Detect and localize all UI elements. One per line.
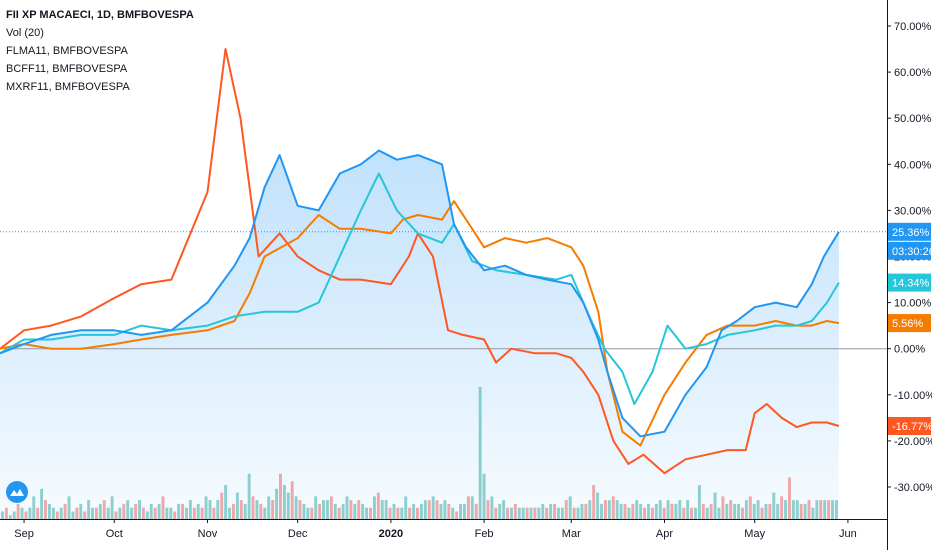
badge-s4: -16.77% (892, 421, 932, 433)
y-tick-label: 50.00% (894, 113, 932, 125)
series-lines (0, 48, 840, 475)
legend-volume[interactable]: Vol (20) (6, 27, 44, 39)
badge-s3-bg (888, 314, 931, 333)
x-tick-label: Apr (656, 528, 673, 540)
badge-countdown: 03:30:26 (892, 246, 932, 258)
legend: FII XP MACAECI, 1D, BMFBOVESPA Vol (20) … (6, 6, 194, 96)
y-tick-label: 10.00% (894, 298, 932, 310)
legend-series-bcff11[interactable]: BCFF11, BMFBOVESPA (6, 63, 128, 75)
x-tick-label: May (744, 528, 765, 540)
y-tick-label: 60.00% (894, 67, 932, 79)
tradingview-logo-icon[interactable] (6, 481, 28, 503)
series-line-s2 (0, 172, 840, 405)
main-area (0, 150, 839, 519)
legend-title[interactable]: FII XP MACAECI, 1D, BMFBOVESPA (6, 9, 194, 21)
series-line-main (0, 149, 840, 438)
zero-line (0, 231, 887, 350)
x-tick-label: Sep (14, 528, 34, 540)
x-tick-label: Jun (839, 528, 857, 540)
x-tick-label: Nov (198, 528, 218, 540)
badge-main-bg (888, 222, 931, 241)
badge-s3: 5.56% (892, 318, 923, 330)
x-tick-label: Mar (562, 528, 581, 540)
x-tick-label: Dec (288, 528, 308, 540)
series-line-s3 (0, 200, 840, 447)
y-tick-label: -10.00% (894, 390, 932, 402)
y-tick-label: 0.00% (894, 344, 925, 356)
x-tick-label: 2020 (379, 528, 403, 540)
badge-main: 25.36% (892, 227, 930, 239)
y-tick-label: 40.00% (894, 159, 932, 171)
x-tick-label: Feb (475, 528, 494, 540)
series-line-s4 (0, 48, 840, 475)
badge-countdown-bg (888, 241, 931, 260)
y-tick-label: 30.00% (894, 205, 932, 217)
legend-series-flma11[interactable]: FLMA11, BMFBOVESPA (6, 45, 128, 57)
badge-s2-bg (888, 273, 931, 292)
badge-s2: 14.34% (892, 278, 930, 290)
main-area-fill (0, 150, 839, 519)
y-tick-label: 70.00% (894, 21, 932, 33)
price-badges: 25.36% 03:30:26 14.34% 5.56% -16.77% (888, 222, 932, 436)
badge-s4-bg (888, 417, 931, 436)
y-tick-label: -20.00% (894, 436, 932, 448)
y-tick-label: -30.00% (894, 482, 932, 494)
x-tick-label: Oct (106, 528, 123, 540)
legend-series-mxrf11[interactable]: MXRF11, BMFBOVESPA (6, 81, 130, 93)
